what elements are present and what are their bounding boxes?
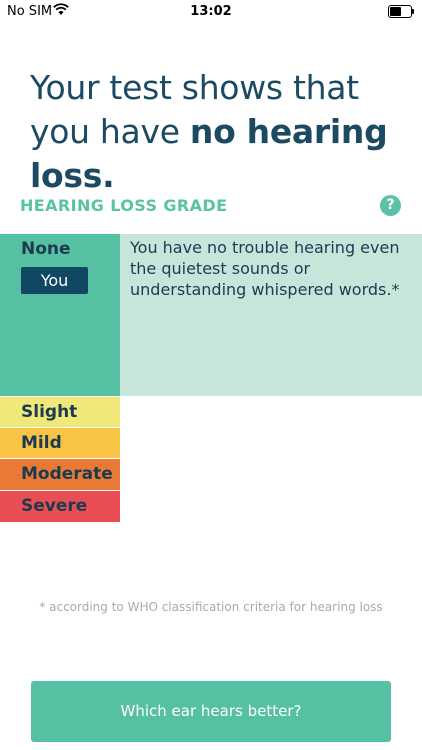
grade-none-label: None [21,239,71,259]
you-badge: You [21,267,88,294]
grade-moderate: Moderate [0,459,120,490]
which-ear-button[interactable]: Which ear hears better? [31,681,391,742]
battery-icon [388,5,414,18]
who-footnote: * according to WHO classification criter… [39,600,383,614]
clock: 13:02 [190,4,232,19]
wifi-icon [53,3,69,15]
grade-none: None You [0,234,120,396]
grade-section-title: HEARING LOSS GRADE [20,196,228,215]
grade-mild: Mild [0,428,120,458]
grade-severe: Severe [0,491,120,522]
headline-prefix: Your test shows that you have [30,68,359,151]
result-headline: Your test shows that you have no hearing… [30,66,410,198]
carrier-label: No SIM [7,4,53,19]
headline-emphasis: no hearing loss. [30,112,388,195]
grade-none-description: You have no trouble hearing even the qui… [120,234,422,396]
help-icon[interactable]: ? [380,195,401,216]
grade-slight: Slight [0,397,120,427]
status-bar: No SIM 13:02 [0,0,422,24]
